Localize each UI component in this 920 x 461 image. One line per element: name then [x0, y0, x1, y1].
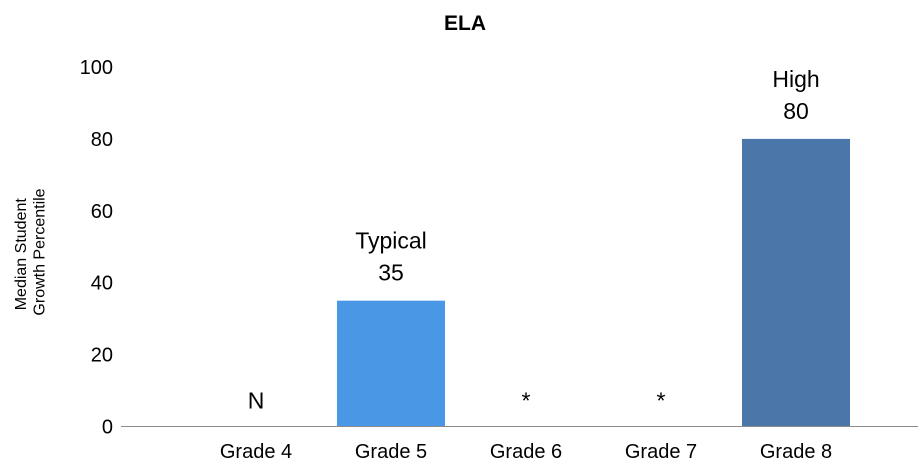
y-tick-label: 20: [91, 345, 113, 367]
y-axis-ticks: 0 20 40 60 80 100: [80, 57, 113, 439]
data-label: Typical: [355, 228, 427, 254]
x-axis-ticks: Grade 4 Grade 5 Grade 6 Grade 7 Grade 8: [220, 441, 832, 461]
data-label: *: [657, 388, 666, 414]
x-tick-label: Grade 8: [760, 441, 832, 461]
y-axis-label-line-2: Growth Percentile: [31, 188, 48, 315]
bars: [337, 138, 850, 427]
data-label: N: [248, 388, 265, 414]
y-axis-label: Median Student Growth Percentile: [13, 188, 48, 315]
y-axis-label-line-1: Median Student: [13, 198, 30, 311]
bar-grade-8: [742, 138, 850, 427]
data-label: 35: [378, 260, 404, 286]
data-label: *: [522, 388, 531, 414]
y-tick-label: 0: [102, 417, 113, 439]
data-label: High: [772, 66, 819, 92]
value-labels: N Typical 35 * * High 80: [248, 66, 820, 414]
x-tick-label: Grade 5: [355, 441, 427, 461]
bar-grade-5: [337, 300, 445, 427]
chart-title: ELA: [444, 12, 486, 35]
y-tick-label: 60: [91, 201, 113, 223]
x-tick-label: Grade 4: [220, 441, 292, 461]
x-tick-label: Grade 7: [625, 441, 697, 461]
y-tick-label: 100: [80, 57, 113, 79]
data-label: 80: [783, 98, 809, 124]
y-tick-label: 40: [91, 273, 113, 295]
x-tick-label: Grade 6: [490, 441, 562, 461]
y-tick-label: 80: [91, 129, 113, 151]
